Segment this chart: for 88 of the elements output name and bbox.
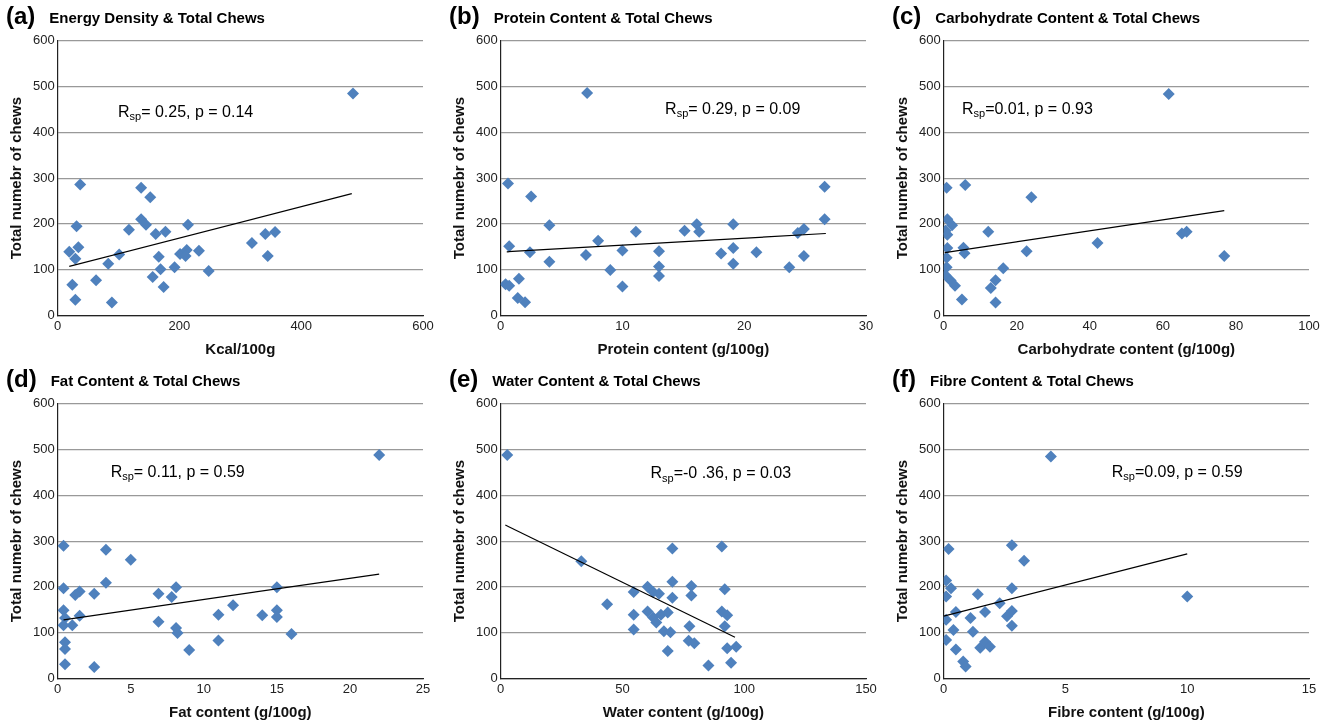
- x-tick-label: 10: [196, 680, 212, 696]
- y-axis-title: Total numebr of chews: [893, 459, 911, 623]
- y-tick-label: 300: [918, 532, 941, 548]
- x-tick-label: 60: [1155, 317, 1171, 333]
- y-tick-label: 200: [918, 215, 941, 231]
- y-tick-label: 100: [918, 261, 941, 277]
- y-tick-label: 500: [475, 441, 498, 457]
- x-tick-label: 80: [1228, 317, 1244, 333]
- y-tick-label: 600: [32, 32, 55, 48]
- y-tick-label: 100: [918, 624, 941, 640]
- x-axis-title: Carbohydrate content (g/100g): [1017, 340, 1236, 358]
- chart-title: Fibre Content & Total Chews: [929, 372, 1134, 389]
- y-tick-label: 0: [490, 669, 498, 685]
- y-axis-title: Total numebr of chews: [893, 96, 911, 260]
- x-tick-label: 10: [1180, 680, 1195, 696]
- x-tick-label: 40: [1082, 317, 1098, 333]
- y-tick-label: 0: [47, 306, 55, 322]
- y-tick-label: 300: [32, 169, 55, 185]
- y-tick-label: 200: [918, 578, 941, 594]
- x-axis-title: Fat content (g/100g): [169, 703, 312, 721]
- x-tick-label: 10: [615, 317, 630, 333]
- x-tick-label: 25: [415, 680, 431, 696]
- y-tick-label: 0: [47, 669, 55, 685]
- y-tick-label: 500: [918, 441, 941, 457]
- text: (b): [449, 2, 480, 30]
- y-tick-label: 500: [918, 78, 941, 94]
- y-axis-title: Total numebr of chews: [450, 96, 468, 260]
- y-tick-label: 600: [475, 395, 498, 411]
- y-tick-label: 600: [475, 32, 498, 48]
- x-tick-label: 600: [412, 317, 434, 333]
- y-tick-label: 0: [933, 306, 941, 322]
- y-tick-label: 100: [32, 261, 55, 277]
- text: (a): [6, 2, 36, 30]
- y-tick-label: 500: [475, 78, 498, 94]
- x-axis-title: Kcal/100g: [205, 340, 276, 358]
- y-tick-label: 100: [475, 624, 498, 640]
- y-tick-label: 400: [918, 123, 941, 139]
- y-tick-label: 400: [918, 486, 941, 502]
- x-tick-label: 100: [1298, 317, 1320, 333]
- x-axis-title: Fibre content (g/100g): [1048, 703, 1205, 721]
- chart-title: Fat Content & Total Chews: [50, 372, 241, 389]
- y-tick-label: 400: [32, 486, 55, 502]
- x-tick-label: 30: [858, 317, 874, 333]
- y-tick-label: 100: [32, 624, 55, 640]
- y-tick-label: 200: [32, 578, 55, 594]
- y-tick-label: 300: [32, 532, 55, 548]
- x-tick-label: 20: [737, 317, 752, 333]
- y-tick-label: 0: [490, 306, 498, 322]
- y-tick-label: 300: [475, 169, 498, 185]
- x-tick-label: 400: [290, 317, 313, 333]
- y-tick-label: 0: [933, 669, 941, 685]
- text: (d): [6, 365, 37, 393]
- y-tick-label: 300: [918, 169, 941, 185]
- chart-title: Carbohydrate Content & Total Chews: [935, 9, 1201, 26]
- y-tick-label: 100: [475, 261, 498, 277]
- x-tick-label: 5: [1061, 680, 1070, 696]
- y-tick-label: 500: [32, 78, 55, 94]
- y-axis-title: Total numebr of chews: [450, 459, 468, 623]
- x-tick-label: 150: [855, 680, 877, 696]
- x-tick-label: 200: [168, 317, 191, 333]
- chart-title: Protein Content & Total Chews: [493, 9, 713, 26]
- y-tick-label: 400: [475, 123, 498, 139]
- y-tick-label: 400: [32, 123, 55, 139]
- x-tick-label: 5: [127, 680, 135, 696]
- y-tick-label: 600: [32, 395, 55, 411]
- y-tick-label: 600: [918, 32, 941, 48]
- y-tick-label: 300: [475, 532, 498, 548]
- x-tick-label: 15: [269, 680, 285, 696]
- y-tick-label: 600: [918, 395, 941, 411]
- text: (f): [892, 365, 916, 393]
- y-tick-label: 200: [475, 578, 498, 594]
- x-tick-label: 20: [1009, 317, 1024, 333]
- y-axis-title: Total numebr of chews: [7, 459, 25, 623]
- x-axis-title: Water content (g/100g): [602, 703, 764, 721]
- x-tick-label: 100: [733, 680, 756, 696]
- y-tick-label: 400: [475, 486, 498, 502]
- x-tick-label: 20: [342, 680, 358, 696]
- text: (e): [449, 365, 479, 393]
- x-tick-label: 50: [615, 680, 630, 696]
- x-tick-label: 15: [1301, 680, 1317, 696]
- x-axis-title: Protein content (g/100g): [597, 340, 770, 358]
- y-tick-label: 500: [32, 441, 55, 457]
- chart-title: Water Content & Total Chews: [492, 372, 701, 389]
- y-axis-title: Total numebr of chews: [7, 96, 25, 260]
- y-tick-label: 200: [32, 215, 55, 231]
- chart-title: Energy Density & Total Chews: [49, 9, 265, 26]
- text: (c): [892, 2, 922, 30]
- y-tick-label: 200: [475, 215, 498, 231]
